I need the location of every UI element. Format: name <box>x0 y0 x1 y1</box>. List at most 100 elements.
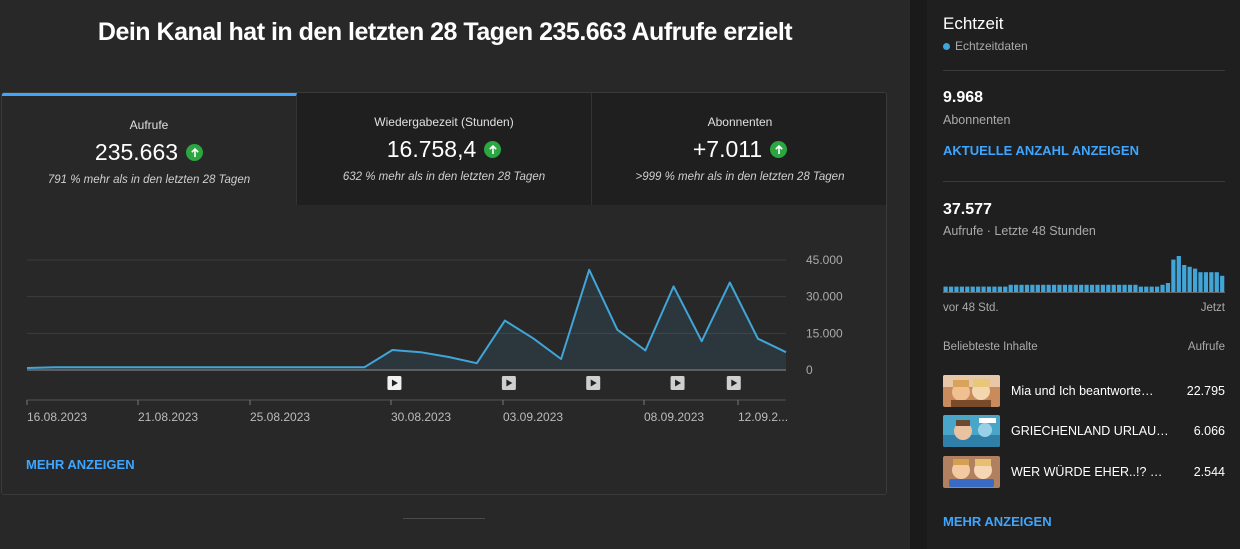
realtime-bar <box>959 286 964 292</box>
x-tick-label: 25.08.2023 <box>250 410 310 424</box>
play-icon <box>675 379 682 387</box>
x-tick-label: 21.08.2023 <box>138 410 198 424</box>
analytics-card: Aufrufe 235.663 791 % mehr als in den le… <box>1 92 887 495</box>
arrow-up-icon <box>484 141 502 158</box>
realtime-panel: Echtzeit Echtzeitdaten 9.968 Abonnenten … <box>927 0 1240 549</box>
realtime-bar <box>1100 284 1105 292</box>
realtime-bar <box>1024 284 1030 292</box>
x-tick-label: 30.08.2023 <box>391 410 451 424</box>
realtime-bar <box>1014 284 1019 292</box>
tab-watch-time[interactable]: Wiedergabezeit (Stunden) 16.758,4 632 % … <box>297 93 592 205</box>
realtime-bar <box>1003 286 1008 292</box>
top-content-views-header: Aufrufe <box>1187 341 1225 353</box>
play-icon <box>506 379 513 387</box>
y-tick-label: 15.000 <box>806 326 843 340</box>
views-line-chart[interactable]: 45.000 30.000 15.000 0 16.08.2023 21.08.2023 2… <box>2 243 886 433</box>
realtime-bar <box>1182 265 1187 292</box>
x-tick-label: 12.09.2... <box>738 410 788 424</box>
realtime-bar <box>1171 259 1176 292</box>
series-line <box>26 268 787 369</box>
divider <box>403 518 485 519</box>
realtime-bar <box>1030 284 1035 292</box>
realtime-bar <box>1062 284 1068 292</box>
realtime-bar <box>954 286 959 292</box>
divider <box>943 181 1225 182</box>
realtime-bar <box>1051 284 1057 292</box>
video-thumbnail <box>943 415 1000 447</box>
realtime-bar <box>1155 286 1160 292</box>
realtime-bar <box>1106 284 1111 292</box>
realtime-title: Echtzeit <box>943 14 1004 33</box>
content-views: 6.066 <box>1193 424 1225 438</box>
tab-title: Wiedergabezeit (Stunden) <box>374 115 514 129</box>
realtime-bar <box>1057 284 1062 292</box>
realtime-bar <box>1041 284 1046 292</box>
realtime-bar <box>1220 275 1225 292</box>
top-content-item[interactable]: Mia und Ich beantworte… 22.795 <box>943 375 1225 407</box>
realtime-bar <box>1176 256 1181 292</box>
realtime-bar <box>1095 284 1100 292</box>
axis-start-label: vor 48 Std. <box>943 302 999 314</box>
show-more-link[interactable]: MEHR ANZEIGEN <box>26 457 135 472</box>
content-views: 2.544 <box>1193 465 1225 479</box>
realtime-views-label: Aufrufe · Letzte 48 Stunden <box>943 224 1096 238</box>
play-icon <box>391 379 398 387</box>
area-fill <box>27 269 786 370</box>
subscriber-label: Abonnenten <box>943 113 1011 127</box>
top-content-item[interactable]: GRIECHENLAND URLAUB… 6.066 <box>943 415 1225 447</box>
realtime-bar <box>1149 286 1154 292</box>
video-thumbnail <box>943 456 1000 488</box>
content-title: GRIECHENLAND URLAUB… <box>1011 424 1169 438</box>
y-tick-label: 45.000 <box>806 253 843 267</box>
video-thumbnail <box>943 375 1000 407</box>
realtime-bar <box>1203 272 1209 292</box>
play-icon <box>731 379 738 387</box>
x-tick-label: 03.09.2023 <box>503 410 563 424</box>
realtime-bar <box>1046 284 1051 292</box>
realtime-bar <box>965 286 970 292</box>
arrow-up-icon <box>770 141 788 158</box>
divider <box>943 70 1225 71</box>
realtime-bar <box>1214 272 1219 292</box>
live-dot-icon <box>943 42 950 50</box>
content-title: WER WÜRDE EHER..!? 💀 … <box>1011 464 1169 479</box>
x-tick-label: 16.08.2023 <box>27 410 87 424</box>
tab-value: +7.011 <box>692 136 763 162</box>
realtime-bar <box>948 286 954 292</box>
show-current-count-link[interactable]: AKTUELLE ANZAHL ANZEIGEN <box>943 143 1139 158</box>
content-title: Mia und Ich beantworte… <box>1011 384 1154 398</box>
realtime-bar <box>976 286 981 292</box>
content-views: 22.795 <box>1186 384 1225 398</box>
realtime-bar <box>1198 272 1203 292</box>
realtime-bar <box>1209 272 1214 292</box>
realtime-bar <box>1111 284 1116 292</box>
tab-comparison: 632 % mehr als in den letzten 28 Tagen <box>342 171 546 183</box>
tab-subscribers[interactable]: Abonnenten +7.011 >999 % mehr als in den… <box>592 93 886 205</box>
realtime-bar-chart[interactable] <box>943 250 1225 294</box>
x-tick-label: 08.09.2023 <box>644 410 704 424</box>
realtime-bar <box>986 286 992 292</box>
realtime-bar <box>1008 284 1013 292</box>
tab-title: Abonnenten <box>707 115 773 129</box>
arrow-up-icon <box>186 144 204 161</box>
y-tick-label: 30.000 <box>806 290 843 304</box>
realtime-bar <box>1133 284 1138 292</box>
realtime-views-count: 37.577 <box>943 201 992 218</box>
tab-views[interactable]: Aufrufe 235.663 791 % mehr als in den le… <box>2 93 297 205</box>
tab-comparison: >999 % mehr als in den letzten 28 Tagen <box>635 171 845 183</box>
realtime-bar <box>1165 283 1171 292</box>
tab-value: 235.663 <box>94 139 179 165</box>
realtime-bar <box>1187 266 1192 292</box>
realtime-bar <box>1144 286 1149 292</box>
top-content-item[interactable]: WER WÜRDE EHER..!? 💀 … 2.544 <box>943 456 1225 488</box>
page-title: Dein Kanal hat in den letzten 28 Tagen 2… <box>97 18 793 46</box>
tab-title: Aufrufe <box>129 118 169 132</box>
axis-end-label: Jetzt <box>1200 302 1225 314</box>
show-more-link[interactable]: MEHR ANZEIGEN <box>943 514 1052 529</box>
main-panel: Dein Kanal hat in den letzten 28 Tagen 2… <box>1 18 887 519</box>
realtime-bar <box>997 286 1002 292</box>
realtime-bar <box>1122 284 1127 292</box>
realtime-bar <box>1084 284 1089 292</box>
realtime-live-label: Echtzeitdaten <box>955 39 1028 53</box>
realtime-bar <box>1068 284 1073 292</box>
